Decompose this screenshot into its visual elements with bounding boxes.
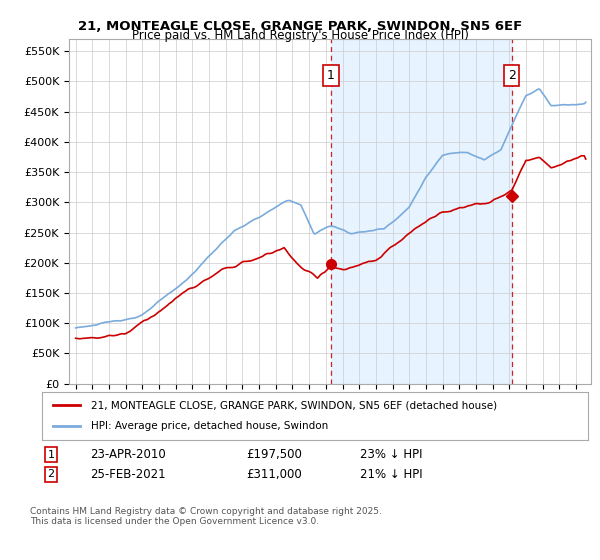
Bar bbox=[331, 39, 512, 384]
Text: £311,000: £311,000 bbox=[246, 468, 302, 481]
Text: 21, MONTEAGLE CLOSE, GRANGE PARK, SWINDON, SN5 6EF (detached house): 21, MONTEAGLE CLOSE, GRANGE PARK, SWINDO… bbox=[91, 400, 497, 410]
Text: Contains HM Land Registry data © Crown copyright and database right 2025.
This d: Contains HM Land Registry data © Crown c… bbox=[30, 507, 382, 526]
Text: 1: 1 bbox=[327, 69, 335, 82]
Text: 21, MONTEAGLE CLOSE, GRANGE PARK, SWINDON, SN5 6EF: 21, MONTEAGLE CLOSE, GRANGE PARK, SWINDO… bbox=[78, 20, 522, 32]
Text: 1: 1 bbox=[47, 450, 55, 460]
Text: Price paid vs. HM Land Registry's House Price Index (HPI): Price paid vs. HM Land Registry's House … bbox=[131, 29, 469, 42]
Text: 2: 2 bbox=[508, 69, 516, 82]
Text: £197,500: £197,500 bbox=[246, 448, 302, 461]
Text: 23-APR-2010: 23-APR-2010 bbox=[90, 448, 166, 461]
Text: 21% ↓ HPI: 21% ↓ HPI bbox=[360, 468, 422, 481]
Text: 2: 2 bbox=[47, 469, 55, 479]
Text: 25-FEB-2021: 25-FEB-2021 bbox=[90, 468, 166, 481]
Text: HPI: Average price, detached house, Swindon: HPI: Average price, detached house, Swin… bbox=[91, 421, 328, 431]
Text: 23% ↓ HPI: 23% ↓ HPI bbox=[360, 448, 422, 461]
